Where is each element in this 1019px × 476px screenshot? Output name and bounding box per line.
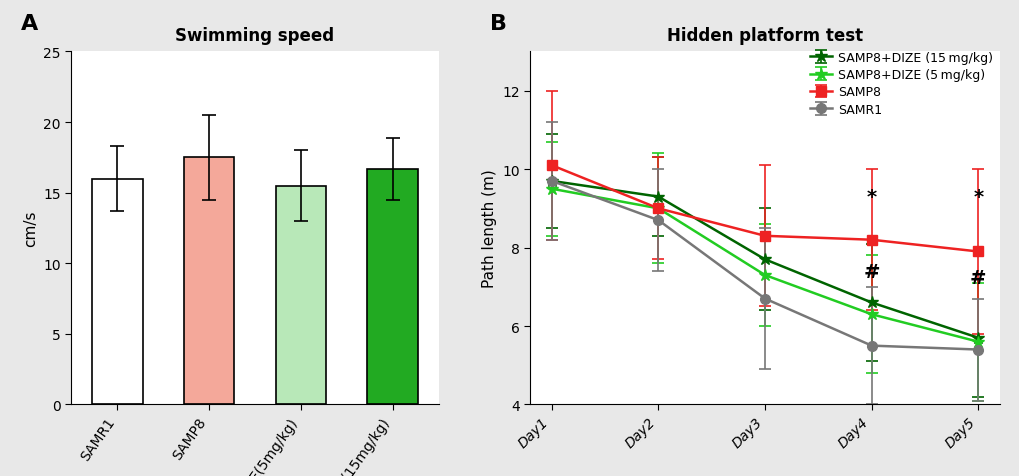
Text: *: * bbox=[866, 188, 876, 207]
Y-axis label: Path length (m): Path length (m) bbox=[481, 169, 496, 288]
Bar bbox=[183, 158, 234, 405]
Text: B: B bbox=[489, 14, 506, 34]
Bar bbox=[92, 179, 143, 405]
Title: Hidden platform test: Hidden platform test bbox=[666, 27, 862, 45]
Bar bbox=[275, 186, 326, 405]
Bar bbox=[367, 169, 418, 405]
Title: Swimming speed: Swimming speed bbox=[175, 27, 334, 45]
Text: #: # bbox=[862, 262, 879, 281]
Y-axis label: cm/s: cm/s bbox=[22, 210, 38, 247]
Text: #: # bbox=[969, 268, 985, 287]
Legend: SAMP8+DIZE (15 mg/kg), SAMP8+DIZE (5 mg/kg), SAMP8, SAMR1: SAMP8+DIZE (15 mg/kg), SAMP8+DIZE (5 mg/… bbox=[809, 51, 993, 117]
Text: A: A bbox=[20, 14, 38, 34]
Text: *: * bbox=[972, 188, 982, 207]
